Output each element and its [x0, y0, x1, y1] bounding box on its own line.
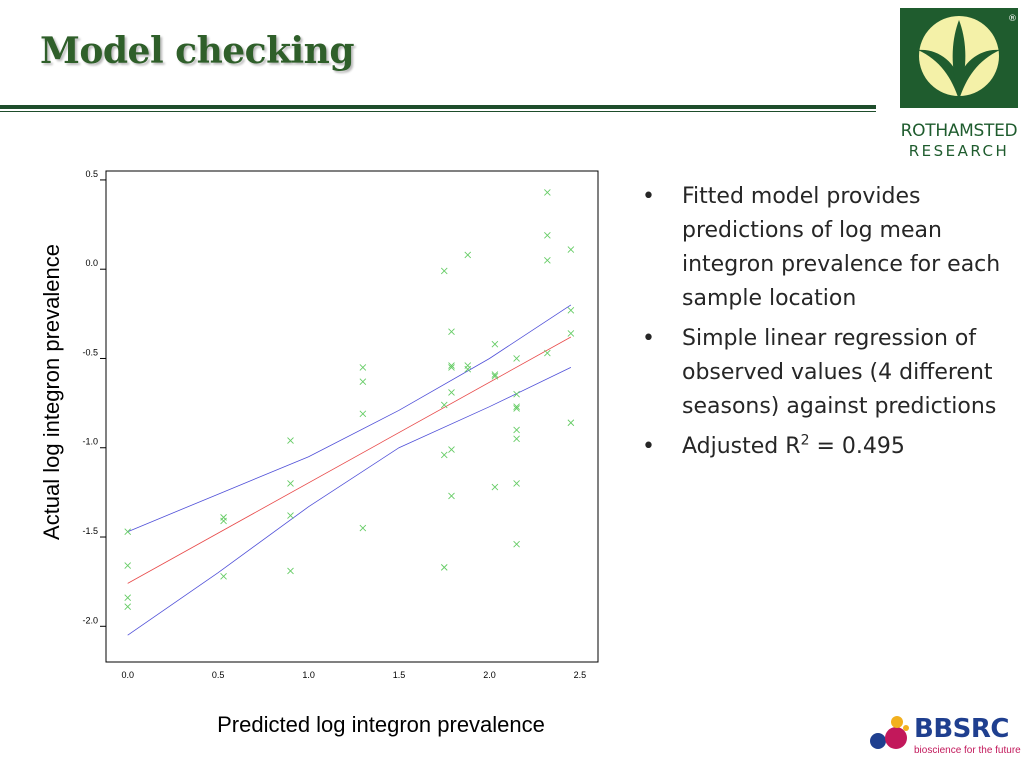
- data-point: [513, 403, 520, 410]
- data-point: [124, 594, 132, 602]
- data-point: [513, 426, 520, 434]
- data-point: [287, 480, 294, 487]
- data-point: [513, 540, 520, 548]
- x-tick-label: 2.0: [483, 670, 496, 680]
- x-tick-label: 0.5: [212, 670, 225, 680]
- data-point: [491, 371, 499, 378]
- data-point: [513, 390, 520, 398]
- data-point: [544, 349, 551, 357]
- data-point: [124, 528, 132, 535]
- data-point: [440, 564, 448, 571]
- y-axis-ticks: 0.5 0.0 -0.5 -1.0 -1.5 -2.0: [82, 169, 106, 627]
- bullet-item: • Fitted model provides predictions of lo…: [642, 180, 1012, 316]
- y-tick-label: 0.5: [85, 169, 98, 179]
- data-point: [220, 517, 227, 525]
- regression-lines: [127, 304, 572, 636]
- bbsrc-wordmark: BBSRC: [914, 714, 1009, 744]
- bullet-text: Simple linear regression of observed val…: [682, 326, 997, 419]
- data-points: [124, 189, 575, 610]
- data-point: [513, 405, 520, 412]
- data-point: [567, 306, 575, 314]
- y-tick-label: -2.0: [82, 615, 98, 625]
- data-point: [567, 419, 575, 427]
- data-point: [513, 355, 520, 362]
- x-tick-label: 1.5: [393, 670, 406, 680]
- bbsrc-emblem-icon: [870, 716, 909, 749]
- data-point: [567, 330, 575, 337]
- bullet-list: • Fitted model provides predictions of lo…: [642, 180, 1012, 470]
- data-point: [287, 567, 294, 575]
- data-point: [513, 480, 520, 487]
- data-point: [287, 512, 294, 519]
- bbsrc-logo: BBSRC bioscience for the future: [866, 714, 1021, 758]
- data-point: [448, 389, 455, 396]
- title-rule: [0, 105, 876, 109]
- y-axis-label: Actual log integron prevalence: [39, 244, 64, 540]
- x-tick-label: 1.0: [302, 670, 315, 680]
- bullet-glyph: •: [642, 326, 655, 351]
- leaf-icon: ®: [918, 14, 1017, 100]
- data-point: [359, 410, 367, 418]
- bullet-glyph: •: [642, 184, 655, 209]
- y-tick-label: -1.0: [82, 437, 98, 447]
- x-axis-ticks: 0.0 0.5 1.0 1.5 2.0 2.5: [121, 670, 586, 680]
- lower-confidence-line: [127, 367, 572, 636]
- bbsrc-tagline: bioscience for the future: [914, 745, 1021, 756]
- data-point: [544, 256, 551, 264]
- data-point: [448, 362, 455, 369]
- data-point: [124, 603, 132, 610]
- data-point: [544, 189, 551, 196]
- bullet-glyph: •: [642, 434, 655, 459]
- data-point: [513, 435, 520, 443]
- fitted-regression-line: [127, 336, 572, 584]
- r2-text: Adjusted R2 = 0.495: [682, 432, 905, 459]
- y-tick-label: -1.5: [82, 526, 98, 536]
- data-point: [220, 572, 227, 580]
- data-point: [491, 373, 499, 380]
- slide-title: Model checking: [40, 30, 355, 72]
- data-point: [464, 365, 472, 373]
- x-axis-label: Predicted log integron prevalence: [217, 712, 545, 737]
- data-point: [448, 492, 455, 500]
- data-point: [124, 562, 132, 569]
- rothamsted-logo: ® ROTHAMSTED RESEARCH: [900, 8, 1018, 160]
- y-tick-label: -0.5: [82, 347, 98, 357]
- data-point: [464, 251, 472, 259]
- data-point: [359, 524, 367, 532]
- data-point: [491, 483, 499, 491]
- data-point: [287, 437, 294, 444]
- data-point: [359, 364, 367, 371]
- data-point: [448, 446, 455, 453]
- data-point: [567, 246, 575, 253]
- bullet-item: • Simple linear regression of observed va…: [642, 322, 1012, 424]
- data-point: [448, 364, 455, 371]
- data-point: [448, 328, 455, 336]
- data-point: [440, 267, 448, 275]
- bullet-text: Fitted model provides predictions of log…: [682, 184, 1001, 311]
- x-tick-label: 0.0: [121, 670, 134, 680]
- data-point: [491, 340, 499, 348]
- data-point: [440, 401, 448, 409]
- rothamsted-emblem: ®: [900, 8, 1018, 108]
- y-tick-label: 0.0: [85, 258, 98, 268]
- bullet-item: • Adjusted R2 = 0.495: [642, 430, 1012, 464]
- rothamsted-research: RESEARCH: [908, 142, 1010, 160]
- x-tick-label: 2.5: [574, 670, 587, 680]
- registered-mark: ®: [1008, 14, 1017, 24]
- plot-frame: [105, 170, 599, 663]
- data-point: [544, 231, 551, 239]
- rothamsted-name: ROTHAMSTED: [900, 121, 1018, 141]
- upper-confidence-line: [127, 304, 572, 533]
- data-point: [359, 378, 367, 386]
- data-point: [440, 451, 448, 459]
- title-rule-thin: [0, 111, 876, 112]
